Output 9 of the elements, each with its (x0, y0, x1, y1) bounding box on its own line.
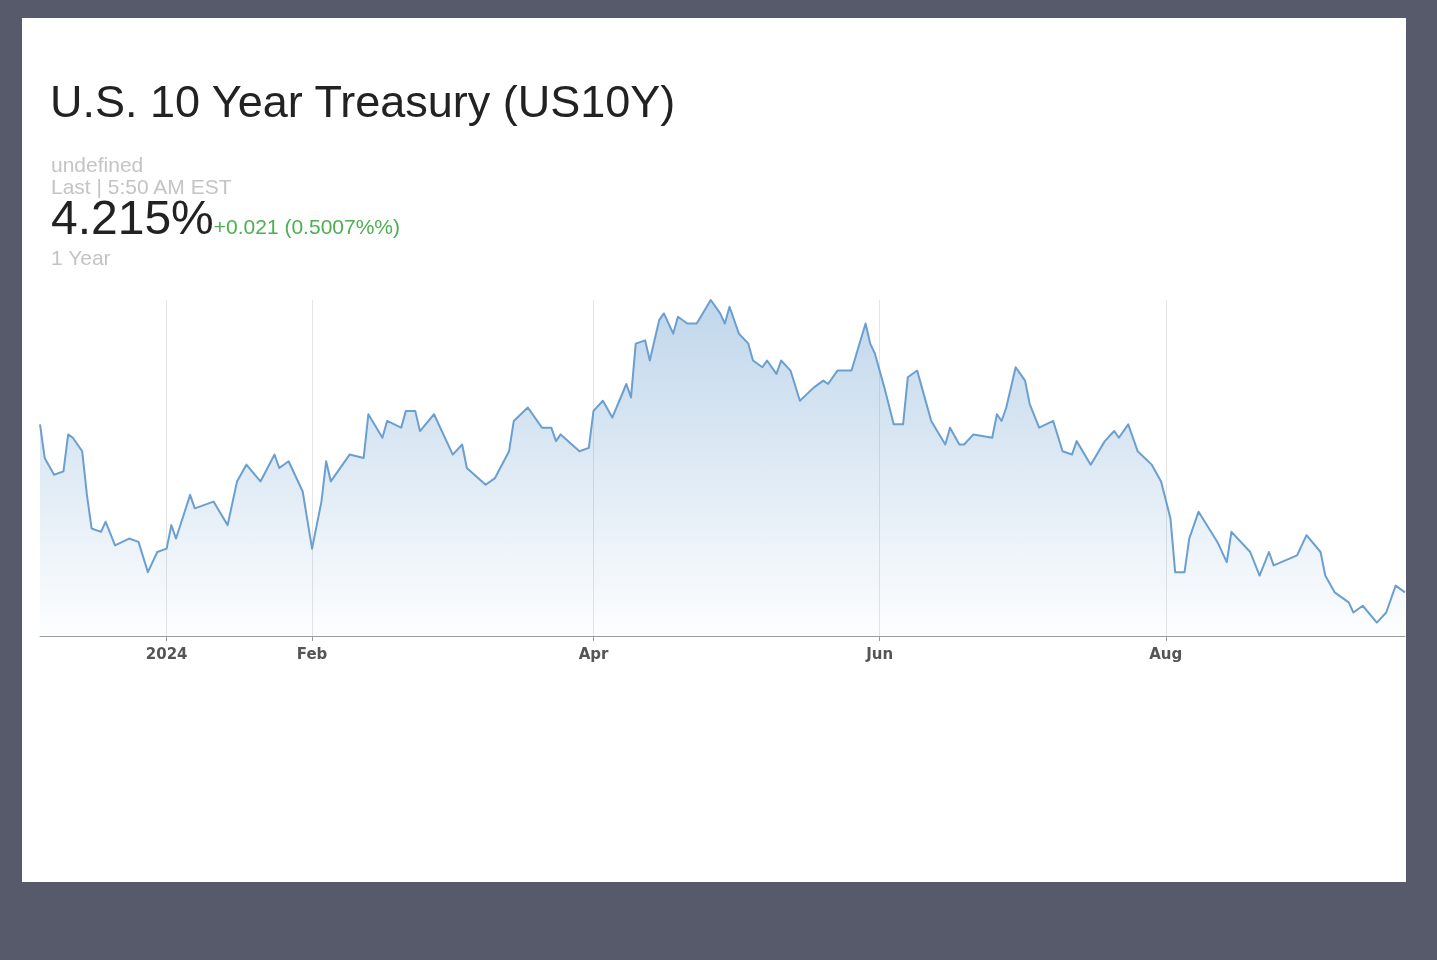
x-tick-label: 2024 (145, 644, 188, 663)
text: 1 Year (51, 246, 112, 269)
x-tick-label: Jun (865, 644, 894, 663)
text: undefined (51, 153, 145, 176)
x-tick-label: Aug (1149, 644, 1183, 663)
chart-title: U.S. 10 Year Treasury (US10Y) (50, 76, 676, 128)
text: +0.021 (0.5007%%) (213, 214, 401, 240)
x-tick-label: Feb (296, 644, 328, 663)
x-tick-label: Apr (578, 644, 609, 663)
